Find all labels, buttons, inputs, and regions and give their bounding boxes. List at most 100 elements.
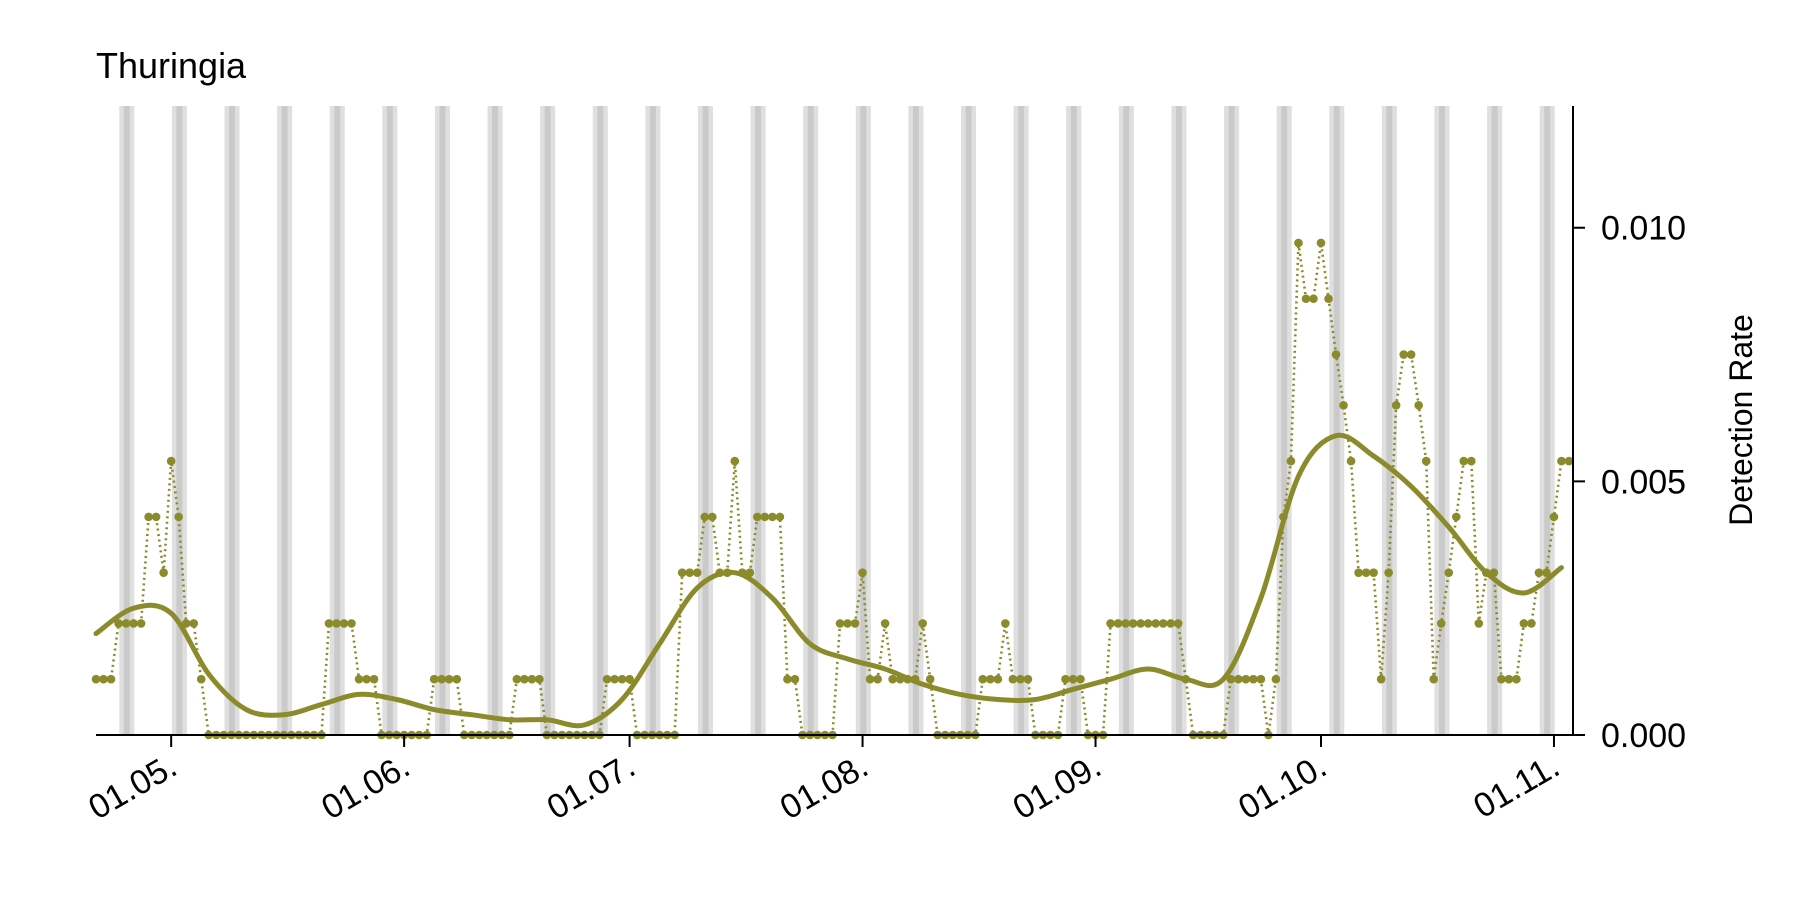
data-point: [865, 674, 875, 684]
data-point: [1564, 456, 1574, 466]
data-point: [166, 456, 176, 466]
x-tick-label: 01.11.: [1467, 747, 1566, 826]
data-point: [1294, 238, 1303, 248]
data-point: [993, 674, 1003, 684]
data-point: [1354, 568, 1363, 577]
data-point: [790, 674, 800, 684]
data-point: [625, 674, 634, 684]
data-point: [452, 674, 462, 684]
data-point: [918, 619, 927, 628]
data-point: [339, 619, 349, 628]
data-point: [535, 674, 544, 684]
data-point: [783, 674, 792, 684]
y-axis-label: Detection Rate: [1723, 314, 1759, 526]
weekend-band-core: [1438, 106, 1445, 735]
weekend-band-core: [1175, 106, 1182, 735]
data-point: [444, 674, 454, 684]
data-point: [1391, 400, 1401, 410]
data-point: [114, 619, 123, 628]
data-point: [362, 674, 371, 684]
weekend-band-core: [912, 106, 919, 735]
y-tick-label: 0.010: [1601, 210, 1686, 248]
data-point: [1429, 674, 1439, 684]
weekend-band-core: [281, 106, 288, 735]
data-point: [858, 568, 867, 577]
data-point: [768, 512, 777, 522]
data-point: [1271, 674, 1281, 684]
data-point: [978, 674, 988, 684]
data-point: [136, 619, 146, 628]
data-point: [1226, 674, 1236, 684]
data-point: [1166, 619, 1175, 628]
data-point: [1534, 568, 1544, 577]
weekend-band-core: [439, 106, 446, 735]
data-point: [527, 674, 537, 684]
data-point: [1076, 674, 1085, 684]
data-point: [760, 512, 770, 522]
weekend-band-core: [702, 106, 709, 735]
data-point: [1241, 674, 1251, 684]
data-point: [1339, 400, 1348, 410]
data-point: [512, 674, 522, 684]
weekend-band-core: [544, 106, 551, 735]
data-point: [730, 456, 740, 466]
data-point: [1474, 619, 1484, 628]
data-point: [324, 619, 334, 628]
weekend-band-core: [492, 106, 499, 735]
data-line: [96, 242, 1569, 737]
data-point: [1001, 619, 1010, 628]
data-point: [880, 619, 890, 628]
data-point: [692, 568, 702, 577]
data-point: [1113, 619, 1123, 628]
data-point: [1436, 619, 1446, 628]
data-point: [1234, 674, 1243, 684]
data-point: [181, 619, 191, 628]
data-point: [106, 674, 116, 684]
x-tick-label: 01.06.: [315, 747, 416, 827]
data-point: [354, 674, 364, 684]
data-point: [1023, 674, 1033, 684]
y-tick-label: 0.005: [1601, 463, 1686, 501]
data-point: [1542, 568, 1551, 577]
data-point: [850, 619, 860, 628]
data-point: [1301, 294, 1311, 304]
data-point: [1068, 674, 1078, 684]
data-point: [347, 619, 356, 628]
data-point: [775, 512, 785, 522]
weekend-band-core: [176, 106, 183, 735]
data-point: [1399, 350, 1408, 359]
data-point: [925, 674, 935, 684]
data-point: [1331, 350, 1341, 359]
data-point: [1256, 674, 1266, 684]
data-point: [1406, 350, 1416, 359]
data-point: [1451, 512, 1461, 522]
x-tick-label: 01.09.: [1007, 747, 1108, 827]
data-point: [1512, 674, 1521, 684]
data-point: [1459, 456, 1469, 466]
data-point: [1016, 674, 1025, 684]
weekend-band-core: [123, 106, 130, 735]
data-point: [1346, 456, 1356, 466]
data-point: [1504, 674, 1514, 684]
data-point: [1467, 456, 1476, 466]
data-point: [873, 674, 882, 684]
weekend-band-core: [1281, 106, 1288, 735]
data-point: [1286, 456, 1296, 466]
data-point: [99, 674, 108, 684]
data-point: [1549, 512, 1559, 522]
weekend-bands: [119, 106, 1555, 735]
data-point: [151, 512, 161, 522]
weekend-band-core: [334, 106, 341, 735]
weekend-band-core: [1018, 106, 1025, 735]
data-point: [1324, 294, 1333, 304]
x-tick-label: 01.10.: [1232, 747, 1333, 827]
smoothed-line: [93, 432, 1564, 729]
data-point: [196, 674, 206, 684]
weekend-band-core: [1228, 106, 1235, 735]
data-point: [332, 619, 341, 628]
weekend-band-core: [860, 106, 867, 735]
data-point: [986, 674, 995, 684]
weekend-band-core: [755, 106, 762, 735]
